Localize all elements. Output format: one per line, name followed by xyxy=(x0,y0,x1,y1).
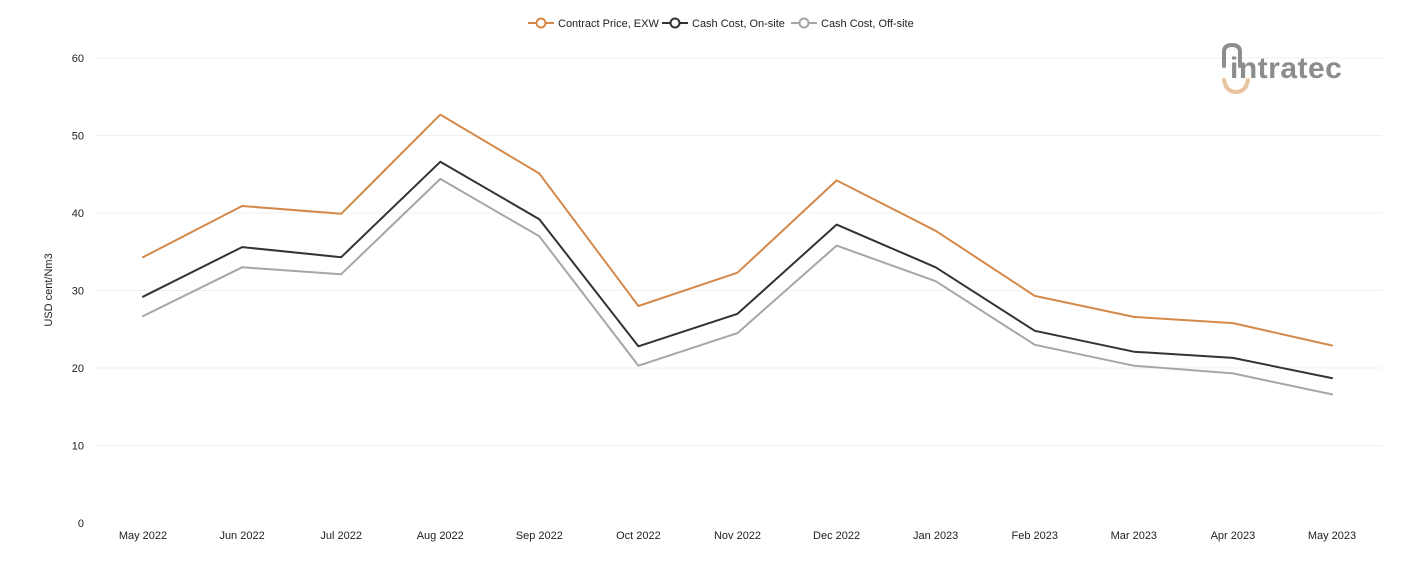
intratec-logo: intratec xyxy=(1222,42,1342,95)
x-tick-label: Sep 2022 xyxy=(516,530,563,542)
legend-marker-icon xyxy=(798,17,810,29)
y-tick-label: 30 xyxy=(72,286,84,298)
legend-label: Cash Cost, Off-site xyxy=(821,18,914,30)
legend-label: Contract Price, EXW xyxy=(558,18,659,30)
legend-item: Cash Cost, Off-site xyxy=(791,17,914,30)
intratec-logo-icon xyxy=(1222,42,1250,95)
y-tick-label: 0 xyxy=(78,518,84,530)
x-tick-label: May 2023 xyxy=(1308,530,1356,542)
legend-marker-icon xyxy=(535,17,547,29)
y-tick-label: 10 xyxy=(72,441,84,453)
y-tick-label: 50 xyxy=(72,131,84,143)
series-line xyxy=(142,160,1333,380)
series-line xyxy=(142,177,1333,396)
x-tick-label: Oct 2022 xyxy=(616,530,661,542)
series-layer xyxy=(142,113,1333,396)
y-tick-label: 60 xyxy=(72,53,84,65)
x-tick-label: Mar 2023 xyxy=(1111,530,1157,542)
x-tick-label: Jul 2022 xyxy=(320,530,362,542)
x-tick-label: Apr 2023 xyxy=(1211,530,1256,542)
y-axis-title: USD cent/Nm3 xyxy=(43,253,55,326)
legend: Contract Price, EXW Cash Cost, On-site Cas… xyxy=(528,17,914,30)
y-tick-label: 20 xyxy=(72,363,84,375)
legend-item: Contract Price, EXW xyxy=(528,17,659,30)
x-tick-label: Dec 2022 xyxy=(813,530,860,542)
x-tick-label: Jan 2023 xyxy=(913,530,958,542)
x-tick-label: Nov 2022 xyxy=(714,530,761,542)
legend-marker-icon xyxy=(669,17,681,29)
x-tick-label: May 2022 xyxy=(119,530,167,542)
legend-item: Cash Cost, On-site xyxy=(662,17,785,30)
grid-layer xyxy=(96,57,1382,446)
x-tick-label: Jun 2022 xyxy=(219,530,264,542)
y-axis-ticks: 0 10 20 30 40 50 60 xyxy=(72,53,84,530)
legend-label: Cash Cost, On-site xyxy=(692,18,785,30)
x-axis-ticks: May 2022 Jun 2022 Jul 2022 Aug 2022 Sep 2022… xyxy=(119,530,1356,542)
x-tick-label: Aug 2022 xyxy=(417,530,464,542)
y-tick-label: 40 xyxy=(72,208,84,220)
logo-text: intratec xyxy=(1230,52,1342,85)
series-line xyxy=(142,113,1333,347)
x-tick-label: Feb 2023 xyxy=(1012,530,1058,542)
